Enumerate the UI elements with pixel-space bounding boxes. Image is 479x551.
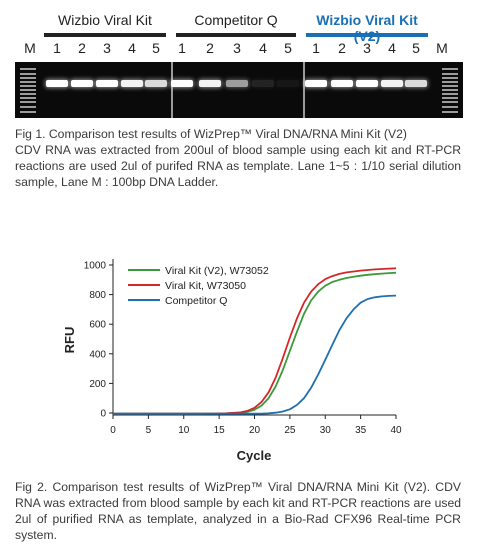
- gel-sample-band: [121, 80, 143, 87]
- gel-ladder-band: [20, 73, 36, 75]
- chart-x-tick-label: 15: [214, 425, 226, 436]
- chart-legend-label: Viral Kit (V2), W73052: [165, 265, 269, 277]
- chart-series-line: [113, 267, 397, 415]
- figure2-caption: Fig 2. Comparison test results of WizPre…: [15, 480, 461, 542]
- gel-lane-label: 4: [259, 40, 267, 56]
- gel-lane-label: 4: [128, 40, 136, 56]
- gel-lane-label: 3: [103, 40, 111, 56]
- gel-lane-label: 2: [206, 40, 214, 56]
- gel-sample-band: [305, 80, 327, 87]
- chart-x-tick-label: 35: [355, 425, 367, 436]
- gel-ladder-band: [442, 93, 458, 95]
- gel-sample-band: [145, 80, 167, 87]
- gel-lane-label: 3: [233, 40, 241, 56]
- chart-y-tick-label: 600: [89, 320, 106, 331]
- gel-ladder-band: [20, 81, 36, 83]
- gel-lane-label: 2: [78, 40, 86, 56]
- chart-x-tick-label: 25: [284, 425, 296, 436]
- gel-sample-band: [381, 80, 403, 87]
- gel-lane-label: 5: [412, 40, 420, 56]
- gel-lane-label: 3: [363, 40, 371, 56]
- gel-ladder-band: [20, 101, 36, 103]
- gel-ladder-band: [442, 81, 458, 83]
- figure1-caption-body: CDV RNA was extracted from 200ul of bloo…: [15, 143, 461, 189]
- chart-series-line: [113, 294, 397, 415]
- gel-divider: [303, 62, 305, 118]
- chart-x-tick-label: 0: [110, 425, 116, 436]
- gel-lane-label: 1: [178, 40, 186, 56]
- gel-ladder-band: [20, 97, 36, 99]
- chart-x-axis-label: Cycle: [237, 448, 272, 463]
- chart-y-tick-label: 200: [89, 379, 106, 390]
- gel-lane-label: M: [436, 40, 448, 56]
- gel-ladder-band: [20, 85, 36, 87]
- gel-lane-label: 2: [338, 40, 346, 56]
- gel-lane-label: 5: [284, 40, 292, 56]
- gel-ladder-band: [442, 77, 458, 79]
- gel-ladder-band: [20, 77, 36, 79]
- gel-sample-band: [356, 80, 378, 87]
- gel-ladder-band: [442, 101, 458, 103]
- gel-kit-bracket: [44, 33, 166, 37]
- gel-lane-label: 1: [53, 40, 61, 56]
- chart-y-tick-label: 400: [89, 349, 106, 360]
- chart-legend-label: Viral Kit, W73050: [165, 280, 246, 292]
- chart-plot-area: [113, 267, 397, 415]
- gel-kit-label: Competitor Q: [194, 12, 278, 28]
- gel-ladder-band: [442, 97, 458, 99]
- gel-sample-band: [252, 80, 274, 87]
- gel-sample-band: [277, 80, 299, 87]
- figure1-caption-title: Fig 1. Comparison test results of WizPre…: [15, 127, 407, 141]
- gel-sample-band: [71, 80, 93, 87]
- gel-lane-label: 5: [152, 40, 160, 56]
- gel-kit-label: Wizbio Viral Kit: [58, 12, 152, 28]
- gel-ladder-band: [20, 68, 36, 70]
- chart-series-line: [113, 271, 397, 415]
- gel-sample-band: [96, 80, 118, 87]
- gel-ladder-band: [20, 111, 36, 113]
- gel-divider: [171, 62, 173, 118]
- gel-ladder-band: [442, 106, 458, 108]
- gel-ladder-band: [20, 89, 36, 91]
- chart-y-tick-label: 0: [100, 409, 106, 420]
- gel-lane-label: 1: [312, 40, 320, 56]
- gel-sample-band: [405, 80, 427, 87]
- chart-x-tick-label: 30: [320, 425, 332, 436]
- chart-x-tick-label: 10: [178, 425, 190, 436]
- gel-kit-bracket: [176, 33, 296, 37]
- chart-x-tick-label: 20: [249, 425, 261, 436]
- gel-sample-band: [331, 80, 353, 87]
- chart-y-tick-label: 1000: [84, 261, 107, 272]
- figure1-caption: Fig 1. Comparison test results of WizPre…: [15, 126, 461, 190]
- gel-electrophoresis-image: [15, 62, 463, 118]
- chart-legend: Viral Kit (V2), W73052 Viral Kit, W73050 C…: [128, 265, 269, 307]
- gel-sample-band: [171, 80, 193, 87]
- gel-sample-band: [199, 80, 221, 87]
- gel-ladder-band: [442, 73, 458, 75]
- gel-ladder-band: [442, 85, 458, 87]
- chart-y-axis-label: RFU: [62, 327, 77, 354]
- chart-x-tick-label: 40: [390, 425, 402, 436]
- chart-x-tick-label: 5: [146, 425, 152, 436]
- gel-lane-label: 4: [388, 40, 396, 56]
- gel-lane-label: M: [24, 40, 36, 56]
- gel-ladder-band: [442, 68, 458, 70]
- gel-sample-band: [226, 80, 248, 87]
- chart-legend-label: Competitor Q: [165, 295, 227, 307]
- gel-ladder-band: [20, 93, 36, 95]
- gel-sample-band: [46, 80, 68, 87]
- chart-y-tick-label: 800: [89, 290, 106, 301]
- gel-kit-bracket: [306, 33, 428, 37]
- gel-ladder-band: [20, 106, 36, 108]
- gel-ladder-band: [442, 111, 458, 113]
- gel-ladder-band: [442, 89, 458, 91]
